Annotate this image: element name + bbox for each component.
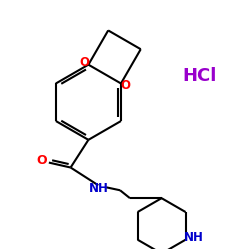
- Text: O: O: [120, 79, 130, 92]
- Text: O: O: [80, 56, 90, 69]
- Text: O: O: [36, 154, 47, 167]
- Text: NH: NH: [184, 231, 204, 244]
- Text: HCl: HCl: [182, 66, 216, 84]
- Text: NH: NH: [89, 182, 109, 195]
